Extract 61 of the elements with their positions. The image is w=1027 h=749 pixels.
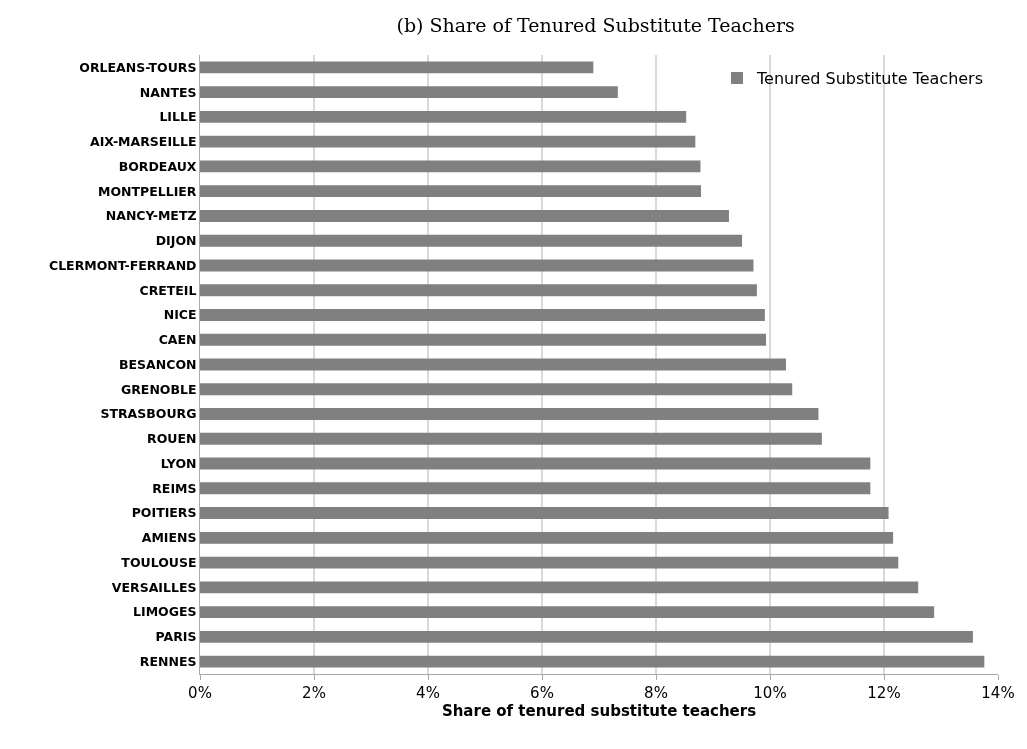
- y-tick-label: ROUEN: [147, 431, 197, 447]
- y-tick-label: RENNES: [139, 653, 197, 669]
- x-tick-label: 8%: [644, 684, 668, 702]
- bar: [200, 86, 618, 99]
- bar: [200, 606, 935, 619]
- y-tick-label: AIX-MARSEILLE: [89, 134, 197, 150]
- y-tick-label: STRASBOURG: [100, 406, 197, 422]
- y-tick-label: LYON: [160, 455, 197, 471]
- y-tick-label: VERSAILLES: [111, 579, 197, 595]
- bar: [200, 135, 696, 148]
- y-tick-label: NANTES: [139, 84, 197, 100]
- bar: [200, 457, 871, 470]
- x-tick-label: 10%: [753, 684, 787, 702]
- bar: [200, 160, 701, 173]
- bar: [200, 284, 757, 297]
- y-tick-label: AMIENS: [141, 530, 197, 546]
- legend-label: Tenured Substitute Teachers: [756, 69, 984, 89]
- y-tick-label: BESANCON: [119, 356, 197, 372]
- bar: [200, 259, 754, 272]
- bar: [200, 408, 819, 420]
- bar: [200, 556, 899, 569]
- bar: [200, 655, 985, 668]
- y-tick-label: REIMS: [152, 480, 197, 496]
- x-axis-title: Share of tenured substitute teachers: [441, 702, 757, 720]
- x-tick-label: 6%: [530, 684, 554, 702]
- bar: [200, 185, 702, 198]
- bar: [200, 309, 765, 321]
- bar: [200, 531, 894, 544]
- y-tick-label: CRETEIL: [139, 282, 197, 298]
- bar: [200, 210, 729, 222]
- bar: [200, 630, 973, 643]
- y-tick-label: POITIERS: [131, 505, 197, 521]
- y-tick-label: CLERMONT-FERRAND: [48, 257, 197, 273]
- bar: [200, 358, 786, 371]
- x-tick-label: 4%: [416, 684, 440, 702]
- y-tick-label: NANCY-METZ: [105, 208, 197, 224]
- y-tick-label: MONTPELLIER: [98, 183, 197, 199]
- chart-title: (b) Share of Tenured Substitute Teachers: [396, 14, 795, 37]
- y-tick-label: LILLE: [159, 109, 197, 125]
- y-tick-label: DIJON: [155, 233, 197, 249]
- y-tick-label: CAEN: [158, 332, 197, 348]
- bar: [200, 383, 793, 396]
- y-tick-label: BORDEAUX: [118, 158, 197, 174]
- bar: [200, 432, 822, 445]
- bar: [200, 234, 743, 247]
- x-tick-label: 14%: [981, 684, 1015, 702]
- y-tick-label: GRENOBLE: [120, 381, 197, 397]
- bar: [200, 581, 919, 594]
- x-tick-label: 0%: [188, 684, 212, 702]
- bar: [200, 61, 594, 74]
- y-tick-label: NICE: [163, 307, 197, 323]
- bar: [200, 507, 889, 519]
- y-tick-label: ORLEANS-TOURS: [79, 59, 197, 75]
- y-tick-label: LIMOGES: [133, 604, 197, 620]
- bar: [200, 333, 767, 346]
- x-tick-label: 2%: [302, 684, 326, 702]
- y-tick-label: TOULOUSE: [121, 554, 197, 570]
- y-tick-label: PARIS: [155, 629, 197, 645]
- bar: [200, 482, 871, 495]
- x-tick-label: 12%: [867, 684, 901, 702]
- bar: [200, 110, 687, 123]
